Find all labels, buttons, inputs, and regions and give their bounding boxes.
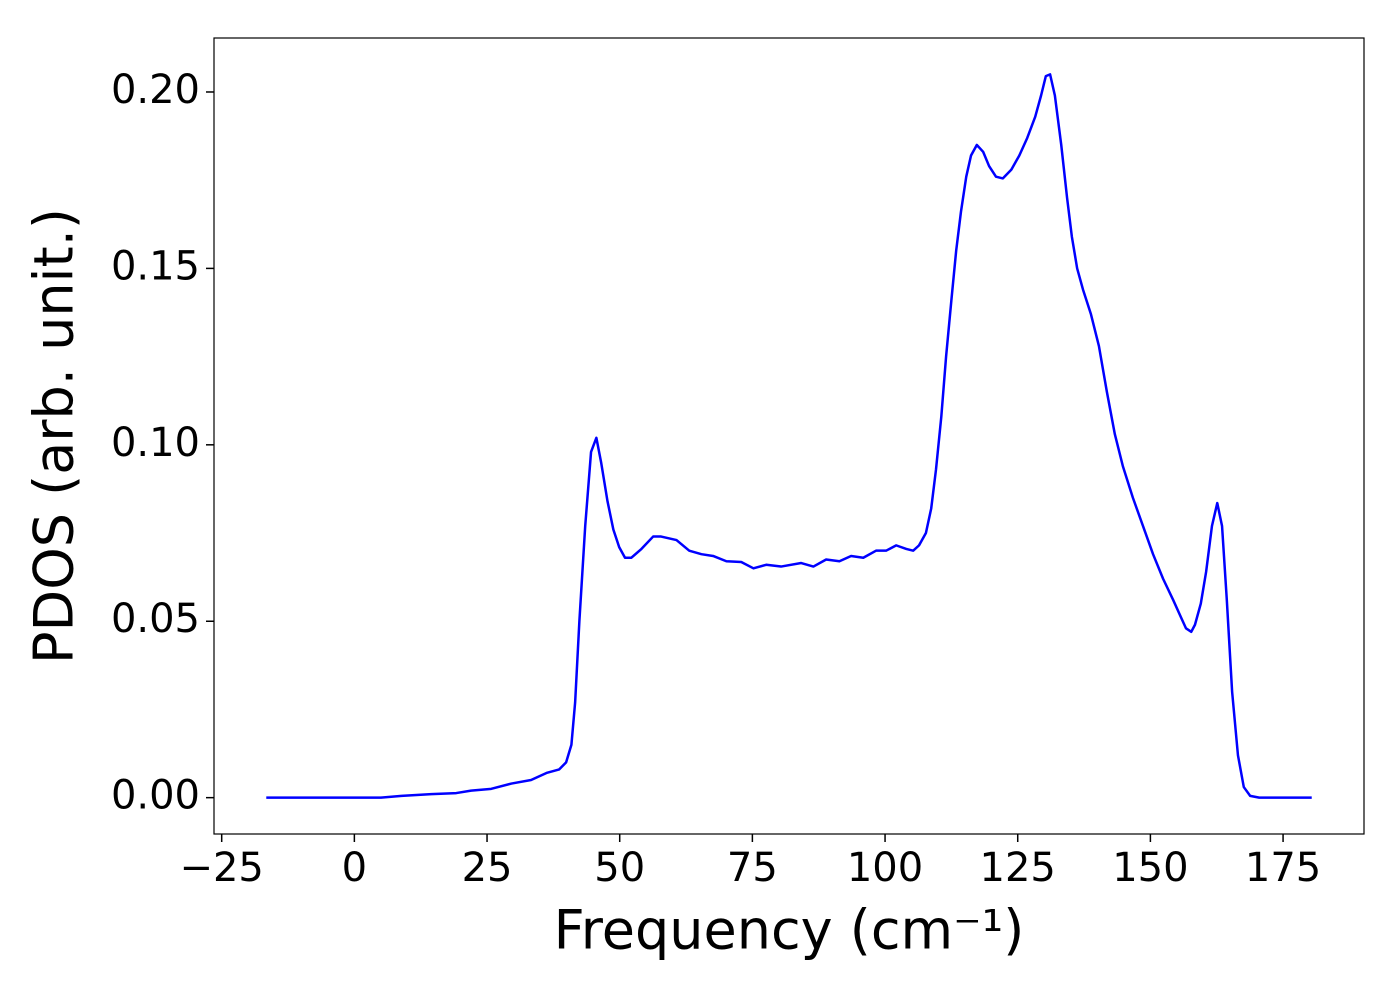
y-tick-label: 0.00 [111, 773, 200, 819]
x-tick-label: 175 [1245, 845, 1321, 891]
x-tick-label: 0 [342, 845, 367, 891]
x-tick-label: 75 [727, 845, 778, 891]
x-tick-label: 125 [980, 845, 1056, 891]
y-tick-label: 0.10 [111, 420, 200, 466]
y-tick-label: 0.15 [111, 243, 200, 289]
y-tick-label: 0.20 [111, 67, 200, 113]
plot-frame [213, 37, 1365, 835]
x-tick-label: 150 [1112, 845, 1188, 891]
data-line [266, 73, 1312, 799]
x-tick-label: 25 [462, 845, 513, 891]
x-axis-label: Frequency (cm⁻¹) [554, 899, 1025, 962]
x-tick-label: 50 [594, 845, 645, 891]
x-tick-label: 100 [847, 845, 923, 891]
y-tick-label: 0.05 [111, 596, 200, 642]
x-tick-label: −25 [179, 845, 263, 891]
y-axis-label: PDOS (arb. unit.) [23, 208, 86, 664]
